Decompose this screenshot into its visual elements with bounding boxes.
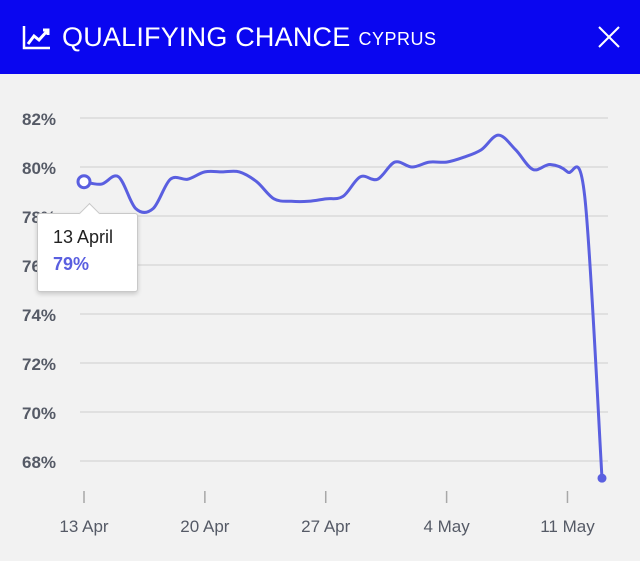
y-tick-label: 70% (22, 404, 56, 423)
y-tick-label: 72% (22, 355, 56, 374)
chart-tooltip: 13 April 79% (37, 202, 138, 292)
selected-data-point (76, 174, 92, 190)
y-tick-label: 80% (22, 159, 56, 178)
x-tick-label: 27 Apr (301, 517, 350, 536)
trending-up-icon (22, 24, 52, 50)
header-bar: QUALIFYING CHANCE CYPRUS (0, 0, 640, 74)
data-point (597, 473, 607, 483)
x-tick-label: 11 May (540, 517, 595, 536)
y-tick-label: 68% (22, 453, 56, 472)
series-line (83, 133, 604, 479)
tooltip-value: 79% (53, 254, 90, 274)
x-tick-label: 20 Apr (180, 517, 229, 536)
y-tick-label: 74% (22, 306, 56, 325)
page-title: QUALIFYING CHANCE (62, 21, 351, 52)
close-icon[interactable] (596, 24, 622, 50)
x-tick-label: 13 Apr (59, 517, 108, 536)
y-tick-label: 82% (22, 110, 56, 129)
x-tick-label: 4 May (423, 517, 470, 536)
tooltip-date: 13 April (53, 227, 114, 247)
country-subtitle: CYPRUS (358, 28, 437, 49)
